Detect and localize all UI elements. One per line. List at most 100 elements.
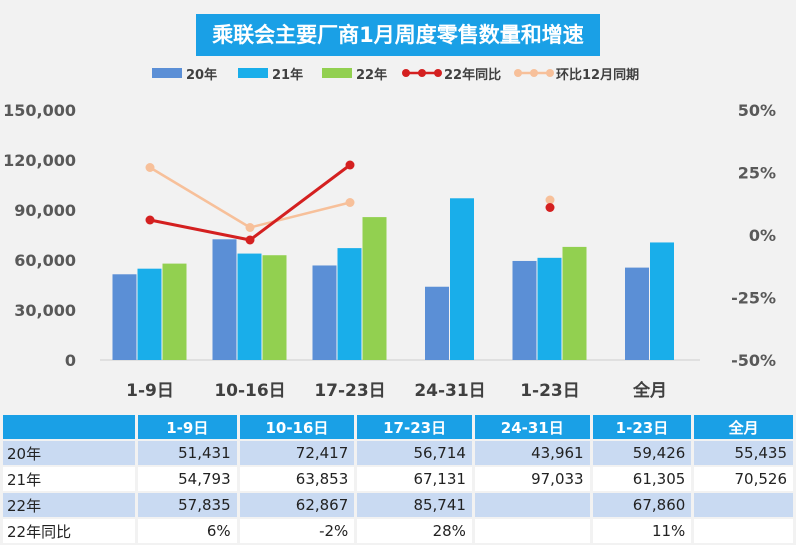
table-cell: 67,860 bbox=[592, 493, 692, 517]
left-tick-label: 90,000 bbox=[14, 201, 76, 220]
legend-swatch bbox=[322, 68, 352, 78]
legend-label: 21年 bbox=[272, 67, 303, 83]
category-label: 10-16日 bbox=[214, 381, 285, 401]
row-label: 22年 bbox=[3, 493, 135, 517]
legend-marker bbox=[418, 69, 426, 77]
table-cell: 70,526 bbox=[694, 467, 793, 491]
line-point bbox=[345, 160, 355, 170]
legend-label: 22年 bbox=[356, 67, 387, 83]
table-cell: 97,033 bbox=[474, 467, 590, 491]
bar bbox=[450, 198, 474, 360]
column-header: 全月 bbox=[694, 415, 793, 439]
table-cell: 28% bbox=[357, 519, 472, 543]
bar bbox=[625, 267, 649, 360]
table-cell: 62,867 bbox=[239, 493, 355, 517]
category-label: 24-31日 bbox=[414, 381, 485, 401]
table-cell: 85,741 bbox=[357, 493, 472, 517]
table-cell: 63,853 bbox=[239, 467, 355, 491]
bar bbox=[262, 255, 287, 360]
right-tick-label: 0% bbox=[749, 226, 776, 245]
legend-swatch bbox=[238, 68, 268, 78]
column-header: 17-23日 bbox=[357, 415, 472, 439]
bar bbox=[162, 263, 187, 360]
bar bbox=[650, 242, 674, 360]
left-tick-label: 0 bbox=[65, 351, 76, 370]
bar bbox=[212, 239, 237, 360]
table-cell: 55,435 bbox=[694, 441, 793, 465]
legend-label: 22年同比 bbox=[444, 67, 501, 83]
table-cell: 56,714 bbox=[357, 441, 472, 465]
lines bbox=[145, 160, 555, 245]
table-cell: 6% bbox=[138, 519, 237, 543]
line-point bbox=[145, 215, 155, 225]
legend-marker bbox=[434, 69, 442, 77]
bar bbox=[137, 268, 162, 360]
table-corner-cell bbox=[3, 415, 135, 439]
table-cell: -2% bbox=[239, 519, 355, 543]
table-row: 22年同比 6% -2% 28% 11% bbox=[3, 519, 793, 543]
line-point bbox=[545, 203, 555, 212]
line-point bbox=[245, 235, 255, 245]
category-label: 1-9日 bbox=[126, 381, 174, 401]
legend-marker bbox=[514, 69, 522, 77]
table-row: 21年 54,793 63,853 67,131 97,033 61,305 70,526 bbox=[3, 467, 793, 491]
line-point bbox=[545, 195, 555, 205]
left-tick-label: 120,000 bbox=[3, 151, 76, 170]
axes: 0 30,000 60,000 90,000 120,000 150,000 -50% -25… bbox=[3, 101, 776, 401]
left-tick-label: 60,000 bbox=[14, 251, 76, 270]
column-header: 10-16日 bbox=[239, 415, 355, 439]
right-tick-label: -25% bbox=[731, 289, 776, 308]
line-point bbox=[145, 163, 155, 172]
chart-svg: 20年 21年 22年 22年同比 环比12月同期 0 30,000 60,000 90,00… bbox=[3, 67, 776, 401]
bar bbox=[562, 246, 587, 360]
row-label: 22年同比 bbox=[3, 519, 135, 543]
category-label: 全月 bbox=[632, 380, 667, 401]
table-cell: 61,305 bbox=[592, 467, 692, 491]
table-cell: 43,961 bbox=[474, 441, 590, 465]
chart-title: 乘联会主要厂商1月周度零售数量和增速 bbox=[196, 14, 600, 56]
line-point bbox=[345, 198, 355, 207]
legend-marker bbox=[402, 69, 410, 77]
legend-label: 20年 bbox=[186, 67, 217, 83]
column-header: 1-9日 bbox=[138, 415, 237, 439]
legend-swatch bbox=[152, 68, 182, 78]
column-header: 24-31日 bbox=[474, 415, 590, 439]
bar bbox=[512, 260, 537, 360]
legend-marker bbox=[546, 69, 554, 77]
right-tick-label: 25% bbox=[738, 164, 776, 183]
bar bbox=[237, 253, 262, 360]
bar bbox=[337, 248, 362, 360]
bars bbox=[112, 198, 674, 360]
bar bbox=[312, 265, 337, 360]
column-header: 1-23日 bbox=[592, 415, 692, 439]
table-cell: 72,417 bbox=[239, 441, 355, 465]
table-cell: 54,793 bbox=[138, 467, 237, 491]
bar bbox=[112, 274, 137, 360]
line-point bbox=[245, 223, 255, 232]
legend-marker bbox=[530, 69, 538, 77]
table-cell: 67,131 bbox=[357, 467, 472, 491]
data-table: 1-9日 10-16日 17-23日 24-31日 1-23日 全月 20年 51,431 72… bbox=[0, 413, 796, 545]
series-line bbox=[149, 166, 351, 229]
table-cell bbox=[694, 493, 793, 517]
row-label: 20年 bbox=[3, 441, 135, 465]
bar bbox=[425, 286, 449, 360]
bar bbox=[537, 257, 562, 360]
table-row: 20年 51,431 72,417 56,714 43,961 59,426 55,435 bbox=[3, 441, 793, 465]
right-tick-label: -50% bbox=[731, 351, 776, 370]
table-cell bbox=[694, 519, 793, 543]
left-tick-label: 150,000 bbox=[3, 101, 76, 120]
table-cell: 59,426 bbox=[592, 441, 692, 465]
left-tick-label: 30,000 bbox=[14, 301, 76, 320]
bar bbox=[362, 217, 387, 360]
table-row: 22年 57,835 62,867 85,741 67,860 bbox=[3, 493, 793, 517]
table-cell bbox=[474, 519, 590, 543]
table-cell: 57,835 bbox=[138, 493, 237, 517]
legend-label: 环比12月同期 bbox=[556, 67, 639, 83]
row-label: 21年 bbox=[3, 467, 135, 491]
table-cell bbox=[474, 493, 590, 517]
table-cell: 51,431 bbox=[138, 441, 237, 465]
table-cell: 11% bbox=[592, 519, 692, 543]
category-label: 17-23日 bbox=[314, 381, 385, 401]
category-label: 1-23日 bbox=[520, 381, 580, 401]
